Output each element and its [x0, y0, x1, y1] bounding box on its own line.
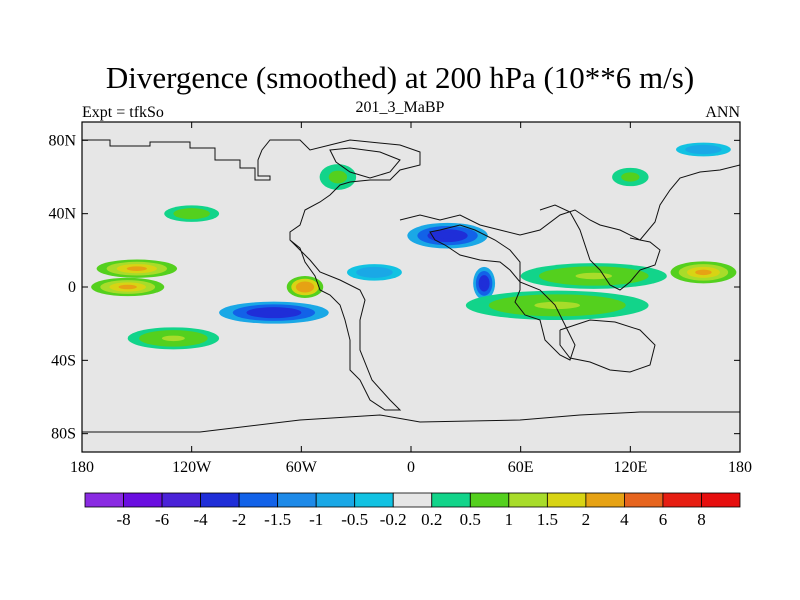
field-contour-1-3 — [260, 309, 288, 316]
x-tick-label: 0 — [407, 459, 415, 476]
x-axis: 180 120W 60W 0 60E 120E 180 — [70, 122, 752, 476]
y-tick-label: 40N — [48, 206, 76, 223]
season-label: ANN — [705, 104, 740, 121]
colorbar-label: -0.2 — [380, 510, 407, 529]
colorbar-swatch — [315, 492, 356, 508]
coastline-australia — [559, 319, 656, 373]
coastline-antarctica — [82, 411, 740, 433]
chart-title: Divergence (smoothed) at 200 hPa (10**6 … — [105, 60, 695, 95]
colorbar-label: 4 — [620, 510, 629, 529]
y-axis: 80N 40N 0 40S 80S — [48, 132, 740, 443]
colorbar-label: -2 — [232, 510, 246, 529]
case-label: 201_3_MaBP — [355, 99, 445, 116]
colorbar-label: 1 — [505, 510, 514, 529]
coastline-africa — [429, 224, 576, 361]
x-tick-label: 60E — [508, 459, 534, 476]
colorbar-swatch — [354, 492, 394, 508]
experiment-label: Expt = tfkSo — [82, 104, 164, 121]
x-tick-label: 180 — [70, 459, 94, 476]
colorbar-swatch — [624, 492, 664, 508]
colorbar-label: 6 — [659, 510, 668, 529]
colorbar-label: -1.5 — [264, 510, 291, 529]
colorbar-swatch — [238, 492, 279, 508]
y-tick-label: 80S — [51, 426, 76, 443]
colorbar-label: 0.5 — [460, 510, 481, 529]
colorbar-swatch — [392, 492, 433, 508]
colorbar-swatch — [431, 492, 471, 508]
colorbar-label: -1 — [309, 510, 323, 529]
colorbar-swatch — [585, 492, 625, 508]
field-contour-10-3 — [625, 174, 635, 180]
x-tick-label: 120W — [172, 459, 212, 476]
field-contour-9-3 — [333, 173, 343, 181]
field-contour-3-3 — [300, 284, 310, 290]
field-contour-7-3 — [695, 269, 712, 276]
coastline — [82, 139, 421, 411]
x-tick-label: 180 — [728, 459, 752, 476]
colorbar-swatch — [84, 492, 124, 508]
field-contour-6-3 — [575, 272, 613, 280]
coastline-greenland — [329, 147, 401, 179]
colorbar-swatch — [469, 492, 510, 508]
y-tick-label: 0 — [68, 279, 76, 296]
field-contour-5-3 — [118, 284, 137, 290]
y-tick-label: 80N — [48, 132, 76, 149]
colorbar-label: 1.5 — [537, 510, 558, 529]
field-contour-11-3 — [694, 147, 713, 152]
colorbar-swatch — [662, 492, 702, 508]
colorbar-label: -6 — [155, 510, 169, 529]
field-contour-8-3 — [534, 301, 581, 310]
field-contour-2-3 — [481, 279, 487, 288]
x-tick-label: 120E — [613, 459, 647, 476]
colorbar-swatch — [161, 492, 201, 508]
colorbar-label: -4 — [194, 510, 209, 529]
coastline-eurasia — [399, 164, 740, 291]
colorbar-label: 2 — [582, 510, 591, 529]
colorbar: -8 -6 -4 -2 -1.5 -1 -0.5 -0.2 0.2 0.5 1 1.5 2 4 6 8 — [84, 492, 741, 529]
colorbar-label: 0.2 — [421, 510, 442, 529]
field-contour-14-3 — [365, 269, 384, 276]
colorbar-swatch — [123, 492, 163, 508]
colorbar-swatch — [508, 492, 548, 508]
x-tick-label: 60W — [286, 459, 318, 476]
colorbar-swatch — [701, 492, 741, 508]
colorbar-swatch — [546, 492, 587, 508]
colorbar-swatch — [200, 492, 240, 508]
colorbar-label: -8 — [116, 510, 130, 529]
colorbar-label: 8 — [697, 510, 706, 529]
colorbar-label: -0.5 — [341, 510, 368, 529]
y-tick-label: 40S — [51, 352, 76, 369]
field-contour-4-3 — [126, 266, 147, 271]
colorbar-swatch — [277, 492, 317, 508]
field-contour-12-3 — [161, 335, 185, 342]
field-contour-13-3 — [182, 210, 201, 217]
map-plot-area — [82, 122, 740, 452]
field-contour-0-3 — [437, 232, 458, 239]
